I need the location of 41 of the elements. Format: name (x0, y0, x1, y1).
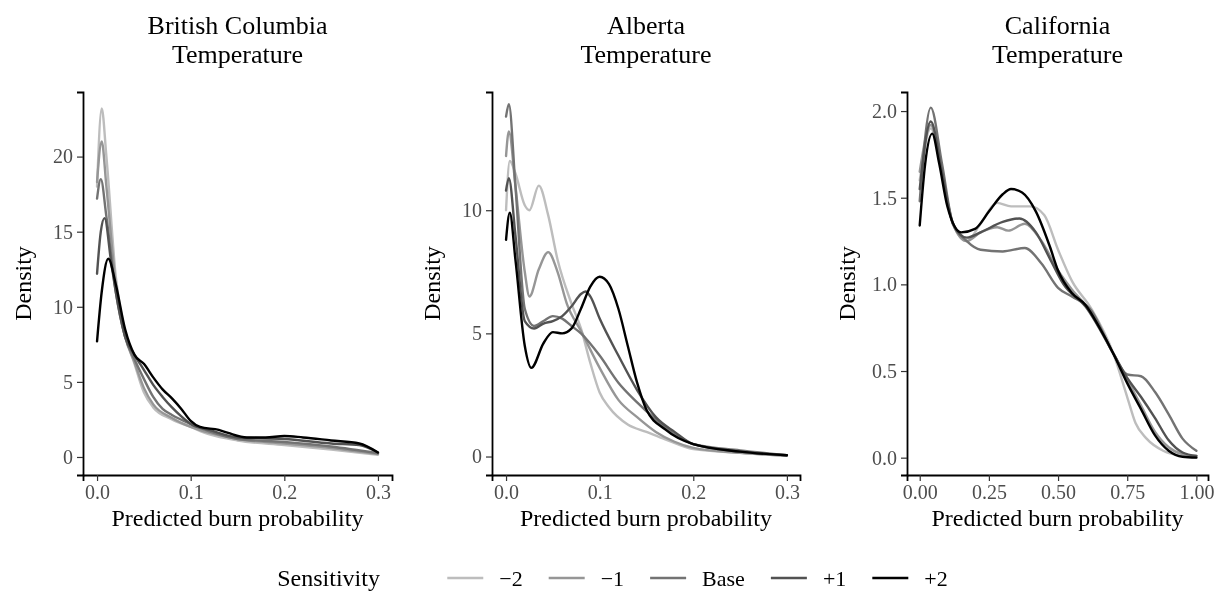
x-axis-title: Predicted burn probability (520, 505, 772, 531)
y-axis-title: Density (834, 246, 860, 321)
x-tick-label: 0.2 (272, 481, 298, 504)
x-tick-label: 1.00 (1179, 481, 1215, 504)
y-tick-label: 0 (472, 445, 482, 468)
x-tick-label: 0.50 (1041, 481, 1077, 504)
legend-label: Base (702, 566, 745, 591)
legend-label: +1 (822, 566, 847, 591)
legend-label: +2 (924, 566, 948, 591)
x-tick-label: 0.2 (681, 481, 707, 504)
x-tick-label: 0.1 (587, 481, 613, 504)
chart-title: Alberta Temperature (580, 11, 712, 69)
x-axis-title: Predicted burn probability (111, 505, 364, 531)
chart-title: British Columbia Temperature (147, 11, 328, 69)
x-axis-title: Predicted burn probability (931, 505, 1184, 531)
y-tick-label: 5 (472, 322, 482, 345)
y-tick-label: 10 (53, 295, 73, 318)
legend-label: −2 (499, 566, 523, 591)
x-tick-label: 0.3 (774, 481, 800, 504)
y-tick-label: 20 (53, 145, 73, 168)
legend-title: Sensitivity (277, 565, 380, 591)
x-tick-label: 0.0 (85, 481, 111, 504)
x-tick-label: 0.0 (494, 481, 520, 504)
x-tick-label: 0.75 (1110, 481, 1146, 504)
y-axis-title: Density (10, 246, 36, 321)
y-axis-title: Density (419, 246, 445, 321)
y-tick-label: 10 (462, 199, 482, 222)
x-tick-label: 0.3 (365, 481, 391, 504)
y-tick-label: 0 (63, 445, 73, 468)
x-tick-label: 0.25 (971, 481, 1007, 504)
y-tick-label: 1.0 (872, 273, 897, 296)
y-tick-label: 5 (63, 370, 73, 393)
legend-label: −1 (600, 566, 625, 591)
y-tick-label: 0.0 (872, 446, 897, 469)
y-tick-label: 2.0 (872, 99, 897, 122)
y-tick-label: 0.5 (872, 359, 897, 382)
x-tick-label: 0.1 (178, 481, 204, 504)
y-tick-label: 1.5 (872, 186, 897, 209)
chart-title: California Temperature (992, 11, 1123, 69)
x-tick-label: 0.00 (902, 481, 938, 504)
y-tick-label: 15 (53, 220, 73, 243)
